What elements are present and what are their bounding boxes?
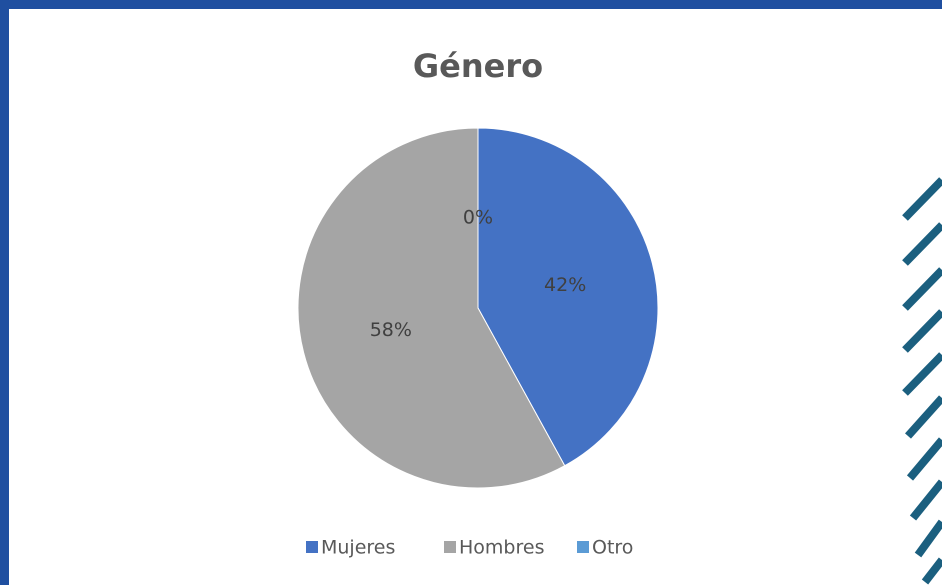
legend-swatch	[306, 541, 318, 553]
pie-slice	[297, 127, 566, 489]
pie-slice	[477, 127, 659, 467]
legend-label: Hombres	[459, 537, 544, 559]
legend-swatch	[577, 541, 589, 553]
legend-label: Mujeres	[321, 537, 395, 559]
legend-swatch	[444, 541, 456, 553]
decor-stripes	[902, 177, 942, 585]
data-label: 0%	[463, 207, 493, 229]
data-label: 42%	[544, 274, 586, 296]
chart-title: Género	[413, 47, 543, 85]
legend-label: Otro	[592, 537, 633, 559]
data-label: 58%	[370, 319, 412, 341]
